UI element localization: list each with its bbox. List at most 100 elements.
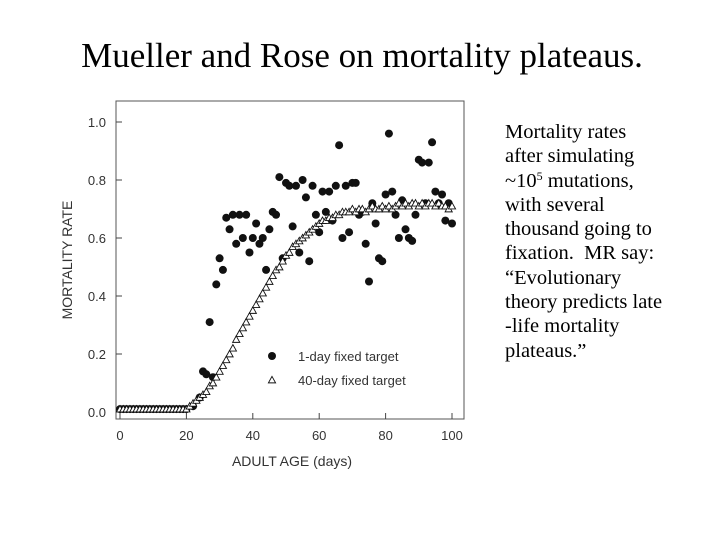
y-tick-label: 0.8 xyxy=(88,173,106,188)
circle-point xyxy=(212,280,221,289)
circle-point xyxy=(225,225,234,234)
circle-point xyxy=(235,210,244,219)
triangle-point xyxy=(251,300,261,309)
text-run: -life mortality xyxy=(505,315,620,338)
triangle-point xyxy=(258,288,268,297)
triangle-point xyxy=(245,311,254,320)
triangle-point xyxy=(211,372,221,381)
circle-point xyxy=(391,210,400,219)
text-run: after simulating xyxy=(505,145,635,168)
circle-point xyxy=(411,210,420,219)
triangle-point xyxy=(201,387,211,396)
text-run: plateaus.” xyxy=(505,339,587,362)
triangle-point xyxy=(221,355,231,364)
circle-point xyxy=(305,257,314,266)
circle-point xyxy=(252,219,261,228)
body-line: with several xyxy=(505,193,662,217)
triangle-point xyxy=(228,343,238,352)
circle-point xyxy=(341,181,350,190)
body-line: “Evolutionary xyxy=(505,266,662,290)
triangle-point xyxy=(255,294,264,303)
triangle-point xyxy=(235,329,244,338)
circle-point xyxy=(238,234,247,242)
circle-point xyxy=(381,190,390,199)
body-line: after simulating xyxy=(505,144,662,168)
circle-point xyxy=(248,234,257,242)
x-tick-label: 100 xyxy=(441,428,463,443)
body-line: -life mortality xyxy=(505,314,662,338)
circle-point xyxy=(401,225,410,234)
circle-point xyxy=(258,234,267,242)
text-run: fixation. MR say: xyxy=(505,242,655,265)
body-line: Mortality rates xyxy=(505,120,662,144)
circle-point xyxy=(424,158,433,167)
y-axis-label: MORTALITY RATE xyxy=(59,201,75,320)
circle-point xyxy=(272,210,281,219)
y-tick-label: 0.0 xyxy=(88,405,106,420)
text-run: mutations, xyxy=(542,169,634,192)
body-line: ~105 mutations, xyxy=(505,169,662,193)
slide-title: Mueller and Rose on mortality plateaus. xyxy=(81,36,643,75)
circle-point xyxy=(295,248,304,257)
y-tick-label: 0.2 xyxy=(88,347,106,362)
x-tick-label: 40 xyxy=(246,428,260,443)
circle-point xyxy=(291,181,300,190)
triangle-point xyxy=(241,317,251,326)
body-line: thousand going to xyxy=(505,217,662,241)
circle-point xyxy=(378,257,387,266)
plot-frame xyxy=(115,100,465,420)
circle-point xyxy=(388,187,397,196)
circle-point xyxy=(325,187,334,196)
triangle-point xyxy=(208,378,218,387)
x-tick-label: 20 xyxy=(179,428,193,443)
circle-point xyxy=(228,210,237,219)
circle-point xyxy=(384,129,393,138)
superscript: 5 xyxy=(536,168,543,183)
circle-point xyxy=(361,239,370,248)
circle-point xyxy=(215,254,224,263)
body-text: Mortality rates after simulating ~105 muta… xyxy=(505,120,662,363)
triangle-point xyxy=(238,323,248,332)
legend-label: 1-day fixed target xyxy=(298,349,399,364)
circle-point xyxy=(441,216,450,225)
circle-point xyxy=(371,219,380,228)
x-tick-label: 80 xyxy=(378,428,392,443)
circle-point xyxy=(321,207,330,216)
circle-point xyxy=(232,239,241,248)
triangle-point xyxy=(248,305,258,314)
x-tick-label: 60 xyxy=(312,428,326,443)
circle-point xyxy=(275,173,284,182)
text-run: with several xyxy=(505,193,605,216)
triangle-point xyxy=(225,349,234,358)
triangle-point xyxy=(447,201,457,210)
circle-point xyxy=(268,352,276,360)
circle-point xyxy=(335,141,344,150)
circle-point xyxy=(298,176,307,184)
circle-point xyxy=(318,187,327,196)
circle-point xyxy=(218,265,227,274)
text-run: theory predicts late xyxy=(505,291,663,314)
circle-point xyxy=(255,239,264,248)
circle-point xyxy=(285,181,294,190)
circle-point xyxy=(448,219,456,228)
circle-point xyxy=(222,213,231,222)
text-run: ~10 xyxy=(505,169,537,192)
triangle-point xyxy=(218,361,228,369)
text-run: thousand going to xyxy=(505,218,652,241)
y-tick-label: 0.6 xyxy=(88,231,106,246)
circle-point xyxy=(265,225,274,234)
triangle-point xyxy=(261,282,271,291)
circle-point xyxy=(365,277,373,286)
text-run: “Evolutionary xyxy=(505,266,622,289)
circle-point xyxy=(288,222,297,231)
circle-point xyxy=(262,265,271,274)
circle-point xyxy=(394,234,403,242)
body-line: theory predicts late xyxy=(505,290,662,314)
circle-point xyxy=(418,158,427,167)
triangle-point xyxy=(278,256,288,265)
circle-point xyxy=(331,181,340,190)
x-axis-label: ADULT AGE (days) xyxy=(232,453,352,469)
circle-point xyxy=(428,138,437,147)
